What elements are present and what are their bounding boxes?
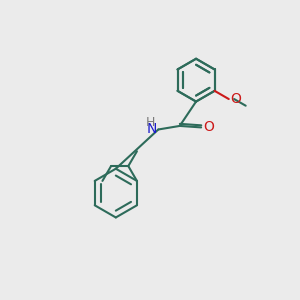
Text: O: O: [203, 120, 214, 134]
Text: N: N: [146, 122, 157, 136]
Text: O: O: [230, 92, 241, 106]
Text: H: H: [145, 116, 155, 130]
